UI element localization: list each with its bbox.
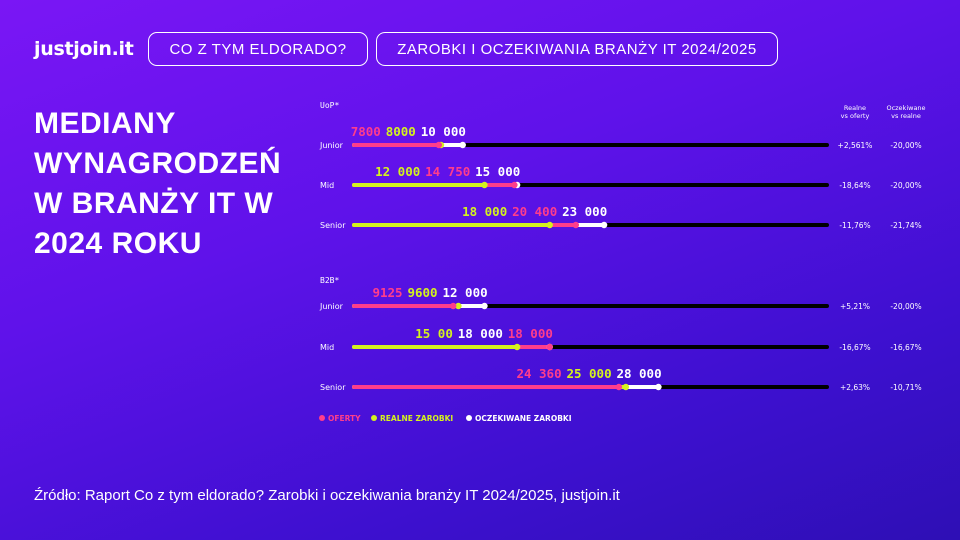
source-note: Źródło: Raport Co z tym eldorado? Zarobk…	[34, 487, 620, 504]
row-b2b-mid-value-oferty: 18 000	[508, 326, 553, 341]
column-header-oczekiwane-vs-realne: Oczekiwane vs realne	[886, 104, 925, 120]
row-uop-senior-marker-oferty	[572, 221, 580, 229]
row-uop-senior-value-oczekiwane: 23 000	[562, 204, 607, 219]
row-uop-mid-value-realne: 12 000	[375, 164, 420, 179]
row-b2b-mid-marker-realne	[513, 343, 521, 351]
header-pill-report-title[interactable]: ZAROBKI I OCZEKIWANIA BRANŻY IT 2024/202…	[376, 32, 778, 66]
row-b2b-senior-oczekiwane-vs-realne: -10,71%	[890, 383, 921, 392]
row-uop-junior-marker-oferty	[435, 141, 443, 149]
row-uop-senior-marker-realne	[546, 221, 553, 229]
row-uop-senior-label: Senior	[320, 221, 346, 230]
row-uop-senior-realne-vs-oferty: -11,76%	[839, 221, 870, 230]
row-uop-senior-value-oferty: 20 400	[512, 204, 557, 219]
legend-label-oferty: OFERTY	[328, 414, 361, 423]
legend-marker-oferty	[319, 415, 325, 421]
group-label-uop: UoP*	[320, 101, 339, 110]
row-uop-junior-realne-vs-oferty: +2,561%	[838, 141, 873, 150]
logo: justjoin.it	[34, 38, 134, 60]
headline: MEDIANY WYNAGRODZEŃ W BRANŻY IT W 2024 R…	[34, 107, 282, 260]
row-uop-junior-marker-oczekiwane	[459, 141, 466, 149]
column-header-realne-vs-oferty: Realne vs oferty	[841, 104, 870, 120]
row-b2b-senior-value-oczekiwane: 28 000	[616, 366, 661, 381]
row-b2b-senior-marker-oczekiwane	[655, 383, 662, 391]
row-uop-senior-oczekiwane-vs-realne: -21,74%	[890, 221, 921, 230]
row-b2b-senior-value-realne: 25 000	[566, 366, 611, 381]
row-b2b-junior-value-oferty: 9125	[372, 285, 402, 300]
legend-label-realne: REALNE ZAROBKI	[380, 414, 453, 423]
row-b2b-junior-label: Junior	[319, 302, 344, 311]
row-b2b-junior-value-oczekiwane: 12 000	[442, 285, 487, 300]
row-b2b-senior-realne-vs-oferty: +2,63%	[840, 383, 870, 392]
legend-marker-realne	[371, 415, 377, 421]
row-b2b-mid-value-realne: 15 00	[415, 326, 453, 341]
row-uop-mid-oczekiwane-vs-realne: -20,00%	[890, 181, 921, 190]
row-b2b-mid-label: Mid	[320, 343, 334, 352]
row-uop-junior-value-realne: 8000	[386, 124, 416, 139]
row-b2b-junior-marker-oczekiwane	[481, 302, 488, 310]
row-uop-mid-marker-oferty	[511, 181, 518, 189]
row-b2b-junior-oczekiwane-vs-realne: -20,00%	[890, 302, 921, 311]
row-uop-junior-oczekiwane-vs-realne: -20,00%	[890, 141, 921, 150]
legend-label-oczekiwane: OCZEKIWANE ZAROBKI	[475, 414, 572, 423]
row-b2b-senior-label: Senior	[320, 383, 346, 392]
row-uop-junior-label: Junior	[319, 141, 344, 150]
group-label-b2b: B2B*	[320, 276, 339, 285]
row-b2b-mid-value-oczekiwane: 18 000	[458, 326, 503, 341]
row-b2b-junior-value-realne: 9600	[407, 285, 437, 300]
row-uop-senior-value-realne: 18 000	[462, 204, 507, 219]
row-uop-mid-value-oferty: 14 750	[425, 164, 470, 179]
row-b2b-senior-marker-realne	[622, 383, 630, 391]
row-b2b-senior-value-oferty: 24 360	[516, 366, 561, 381]
row-b2b-mid-realne-vs-oferty: -16,67%	[839, 343, 870, 352]
row-b2b-mid-oczekiwane-vs-realne: -16,67%	[890, 343, 921, 352]
row-uop-mid-marker-realne	[481, 181, 488, 189]
row-uop-junior-value-oferty: 7800	[351, 124, 381, 139]
row-b2b-mid-marker-oferty	[546, 343, 553, 351]
row-uop-mid-realne-vs-oferty: -18,64%	[839, 181, 870, 190]
row-b2b-junior-marker-oferty	[450, 302, 457, 310]
row-b2b-senior-marker-oferty	[615, 383, 623, 391]
row-uop-mid-value-oczekiwane: 15 000	[475, 164, 520, 179]
row-b2b-junior-marker-realne	[455, 302, 462, 310]
row-uop-senior-marker-oczekiwane	[600, 221, 608, 229]
row-uop-junior-value-oczekiwane: 10 000	[421, 124, 466, 139]
row-uop-mid-label: Mid	[320, 181, 334, 190]
legend-marker-oczekiwane	[466, 415, 472, 421]
row-b2b-junior-realne-vs-oferty: +5,21%	[840, 302, 870, 311]
header-pill-eldorado[interactable]: CO Z TYM ELDORADO?	[148, 32, 368, 66]
